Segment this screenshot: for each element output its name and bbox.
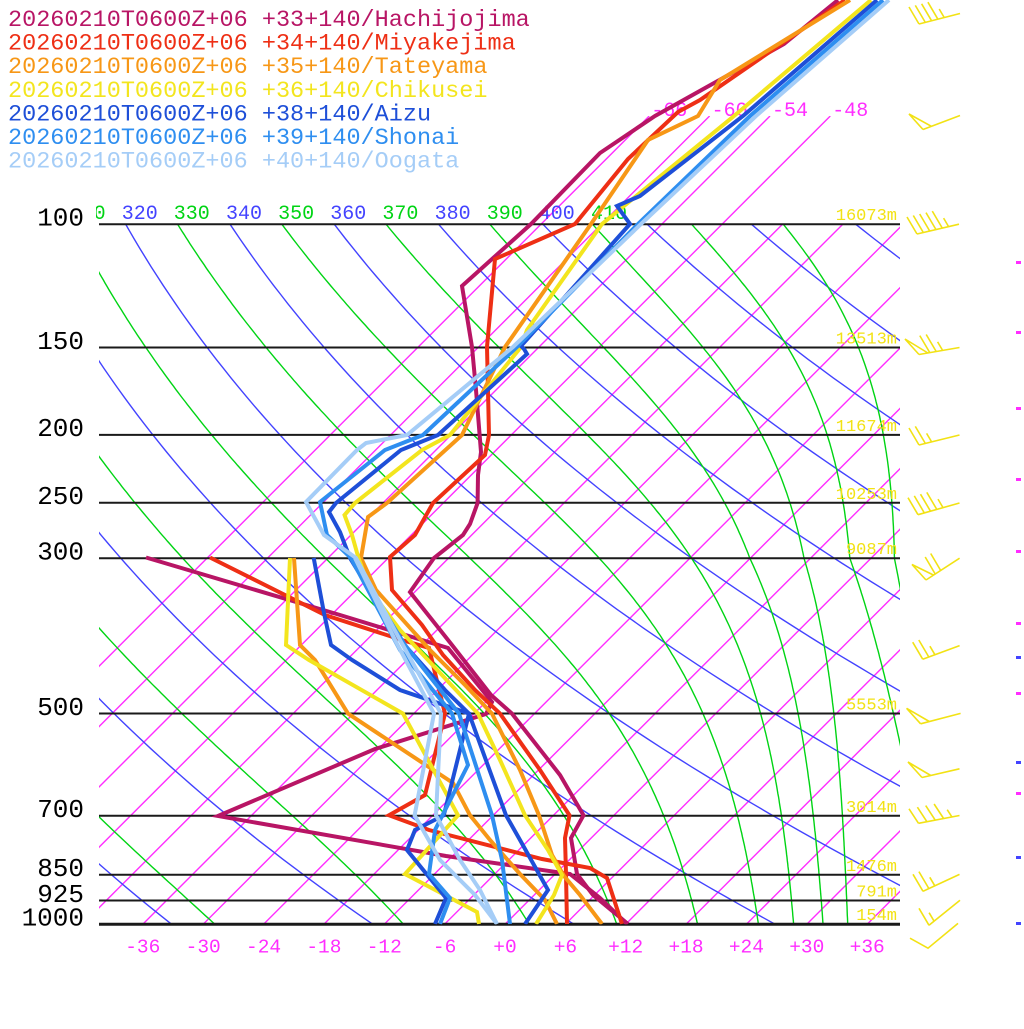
svg-text:370: 370 [382, 203, 418, 226]
svg-text:20260210T0600Z+06 +38+140/Aizu: 20260210T0600Z+06 +38+140/Aizu [8, 101, 431, 128]
svg-text:-54: -54 [772, 100, 808, 123]
svg-text:791m: 791m [856, 884, 897, 903]
svg-text:16073m: 16073m [836, 207, 897, 226]
svg-text:100: 100 [37, 204, 84, 234]
svg-text:5553m: 5553m [846, 697, 897, 716]
svg-text:20260210T0600Z+06 +40+140/Ooga: 20260210T0600Z+06 +40+140/Oogata [8, 149, 459, 176]
svg-text:1476m: 1476m [846, 858, 897, 877]
svg-text:-66: -66 [651, 100, 687, 123]
svg-text:330: 330 [174, 203, 210, 226]
svg-text:400: 400 [539, 203, 575, 226]
svg-text:+0: +0 [493, 937, 516, 959]
svg-text:-24: -24 [246, 937, 281, 959]
svg-text:925: 925 [37, 880, 84, 910]
svg-text:360: 360 [330, 203, 366, 226]
svg-text:154m: 154m [856, 907, 897, 926]
svg-text:11674m: 11674m [836, 418, 897, 437]
svg-text:-48: -48 [832, 100, 868, 123]
svg-text:10253m: 10253m [836, 486, 897, 505]
svg-text:20260210T0600Z+06 +35+140/Tate: 20260210T0600Z+06 +35+140/Tateyama [8, 54, 487, 81]
svg-text:+36: +36 [850, 937, 885, 959]
svg-text:20260210T0600Z+06 +33+140/Hach: 20260210T0600Z+06 +33+140/Hachijojima [8, 7, 530, 34]
svg-text:250: 250 [37, 482, 84, 512]
svg-text:350: 350 [278, 203, 314, 226]
svg-text:+12: +12 [608, 937, 643, 959]
svg-text:9087m: 9087m [846, 541, 897, 560]
svg-text:340: 340 [226, 203, 262, 226]
svg-text:320: 320 [122, 203, 158, 226]
svg-text:13513m: 13513m [836, 331, 897, 350]
svg-text:+6: +6 [554, 937, 577, 959]
svg-text:1000: 1000 [22, 904, 84, 934]
svg-text:200: 200 [37, 414, 84, 444]
svg-text:700: 700 [37, 795, 84, 825]
svg-text:500: 500 [37, 693, 84, 723]
svg-text:20260210T0600Z+06 +36+140/Chik: 20260210T0600Z+06 +36+140/Chikusei [8, 78, 487, 105]
svg-text:+24: +24 [729, 937, 764, 959]
svg-text:20260210T0600Z+06 +34+140/Miya: 20260210T0600Z+06 +34+140/Miyakejima [8, 31, 516, 58]
svg-text:3014m: 3014m [846, 799, 897, 818]
svg-text:380: 380 [435, 203, 471, 226]
svg-text:850: 850 [37, 854, 84, 884]
svg-text:+18: +18 [669, 937, 704, 959]
svg-text:-12: -12 [367, 937, 402, 959]
svg-text:300: 300 [37, 538, 84, 568]
svg-text:-18: -18 [306, 937, 341, 959]
svg-text:-30: -30 [186, 937, 221, 959]
svg-text:-6: -6 [433, 937, 456, 959]
svg-text:310: 310 [70, 203, 106, 226]
svg-text:+30: +30 [789, 937, 824, 959]
svg-text:-36: -36 [125, 937, 160, 959]
svg-text:150: 150 [37, 327, 84, 357]
svg-text:20260210T0600Z+06 +39+140/Shon: 20260210T0600Z+06 +39+140/Shonai [8, 125, 459, 152]
svg-text:390: 390 [487, 203, 523, 226]
